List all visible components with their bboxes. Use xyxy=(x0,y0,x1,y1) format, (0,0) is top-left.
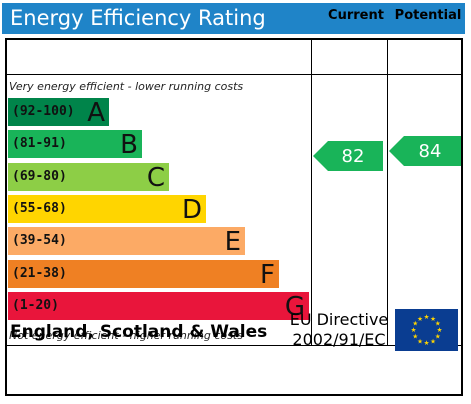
eu-star-icon: ★ xyxy=(411,326,417,334)
current-rating-value: 82 xyxy=(341,145,365,167)
eu-flag-icon: ★ ★ ★ ★ ★ ★ ★ ★ ★ ★ ★ ★ xyxy=(395,309,458,351)
band-letter: E xyxy=(224,227,241,257)
rating-band-a: (92-100) A xyxy=(8,98,109,128)
band-letter: A xyxy=(87,98,105,128)
rating-band-g: (1-20) G xyxy=(8,292,309,322)
potential-rating-arrow: 84 xyxy=(389,136,461,166)
top-note: Very energy efficient - lower running co… xyxy=(9,80,244,93)
country-label: England, Scotland & Wales xyxy=(10,322,268,342)
eu-star-icon: ★ xyxy=(412,333,418,341)
eu-directive-line2: 2002/91/EC xyxy=(292,330,386,349)
current-column-header: Current xyxy=(328,8,384,23)
potential-column-header: Potential xyxy=(394,8,462,23)
band-range-label: (55-68) xyxy=(12,201,67,216)
header-row-divider xyxy=(7,74,461,75)
rating-band-f: (21-38) F xyxy=(8,260,279,290)
eu-star-icon: ★ xyxy=(424,313,430,321)
eu-star-icon: ★ xyxy=(437,326,443,334)
band-letter: C xyxy=(146,163,165,193)
band-range-label: (69-80) xyxy=(12,169,67,184)
column-divider-current xyxy=(311,40,312,345)
band-range-label: (1-20) xyxy=(12,298,59,313)
bottom-note: Not energy efficient - higher running co… xyxy=(9,329,243,342)
band-range-label: (81-91) xyxy=(12,136,67,151)
column-divider-potential xyxy=(387,40,388,345)
potential-rating-value: 84 xyxy=(418,140,442,162)
band-letter: D xyxy=(181,195,202,225)
band-range-label: (39-54) xyxy=(12,233,67,248)
rating-band-c: (69-80) C xyxy=(8,163,169,193)
eu-star-icon: ★ xyxy=(435,333,441,341)
eu-star-icon: ★ xyxy=(417,337,423,345)
header-bar: Energy Efficiency Rating xyxy=(2,3,465,34)
rating-frame xyxy=(5,38,463,396)
band-range-label: (92-100) xyxy=(12,104,75,119)
band-letter: B xyxy=(120,130,138,160)
eu-star-icon: ★ xyxy=(430,337,436,345)
band-letter: F xyxy=(260,260,275,290)
eu-directive-line1: EU Directive xyxy=(289,310,389,329)
band-range-label: (21-38) xyxy=(12,266,67,281)
eu-star-icon: ★ xyxy=(417,315,423,323)
rating-band-e: (39-54) E xyxy=(8,227,245,257)
eu-star-icon: ★ xyxy=(430,315,436,323)
band-letter: G xyxy=(284,292,305,322)
eu-directive: EU Directive 2002/91/EC xyxy=(283,310,395,350)
rating-band-d: (55-68) D xyxy=(8,195,206,225)
current-rating-arrow: 82 xyxy=(313,141,383,171)
footer-divider xyxy=(7,345,461,346)
eu-star-icon: ★ xyxy=(435,320,441,328)
chart-title: Energy Efficiency Rating xyxy=(10,6,266,30)
rating-band-b: (81-91) B xyxy=(8,130,142,160)
eu-star-icon: ★ xyxy=(412,320,418,328)
eu-star-icon: ★ xyxy=(424,339,430,347)
